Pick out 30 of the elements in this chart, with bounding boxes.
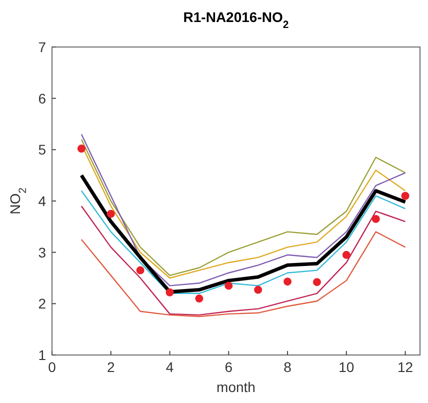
point <box>254 286 262 294</box>
chart-title: R1-NA2016-NO$_{2}$ <box>183 9 289 31</box>
y-tick-label: 7 <box>38 39 46 55</box>
x-tick-label: 6 <box>224 359 233 375</box>
point <box>136 266 144 274</box>
point <box>372 214 380 223</box>
line-series <box>80 206 406 316</box>
point <box>284 278 292 286</box>
point <box>195 294 204 303</box>
point <box>224 282 233 290</box>
point <box>312 278 321 286</box>
point <box>401 192 410 200</box>
x-tick-label: 0 <box>48 359 56 375</box>
x-tick-label: 2 <box>106 359 115 375</box>
x-axis-title: month <box>216 379 256 395</box>
y-tick-label: 3 <box>38 244 46 260</box>
point <box>342 250 350 259</box>
y-tick-label: 2 <box>38 296 46 312</box>
y-tick-label: 1 <box>38 347 46 363</box>
x-tick-label: 8 <box>284 359 292 375</box>
y-tick-label: 6 <box>38 90 46 106</box>
y-tick-label: 5 <box>38 142 46 158</box>
y-tick-label: 4 <box>38 193 46 209</box>
point <box>166 288 174 296</box>
x-tick-label: 12 <box>397 359 414 375</box>
line-series <box>80 231 406 318</box>
point <box>77 144 86 153</box>
point <box>106 210 115 218</box>
x-tick-label: 10 <box>338 359 354 375</box>
x-tick-label: 4 <box>166 359 174 375</box>
